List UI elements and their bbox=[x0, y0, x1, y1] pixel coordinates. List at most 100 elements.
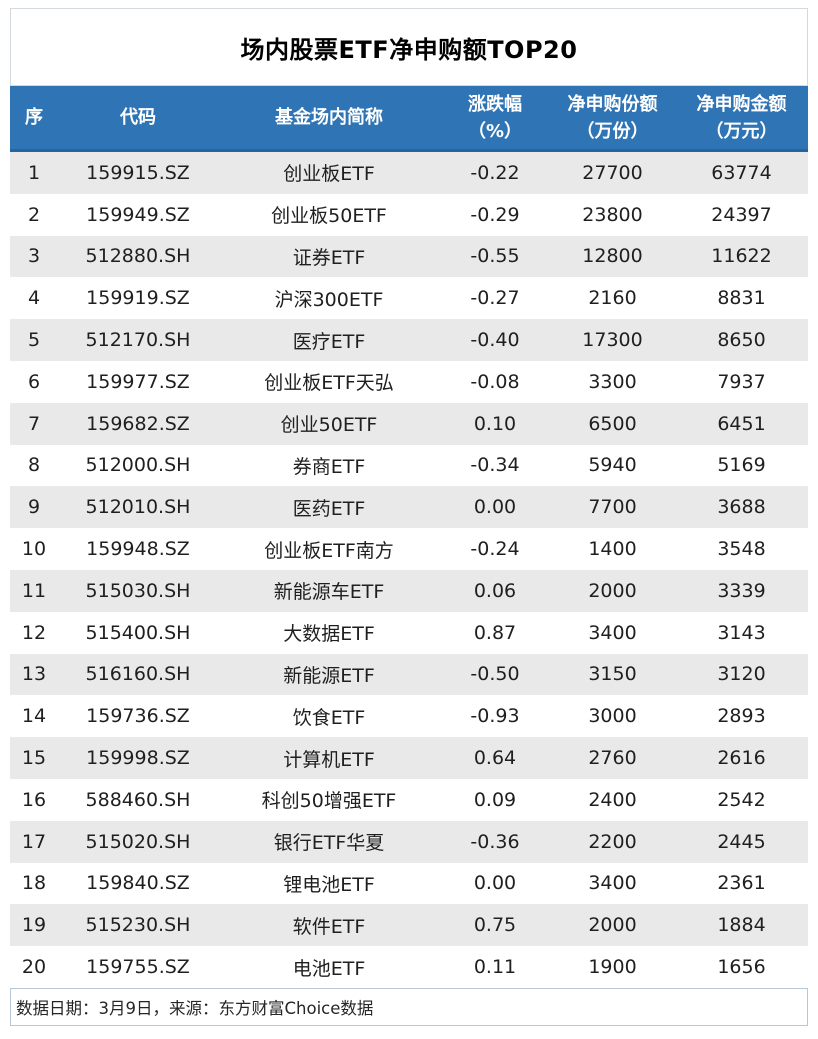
cell-net-shares: 3150 bbox=[588, 663, 637, 686]
table-row: 14 159736.SZ 饮食ETF -0.93 3000 2893 bbox=[10, 695, 808, 738]
data-source-note: 数据日期：3月9日，来源：东方财富Choice数据 bbox=[16, 998, 374, 1018]
cell-rank: 6 bbox=[27, 370, 41, 393]
cell-rank: 13 bbox=[21, 663, 47, 686]
cell-change-pct: -0.40 bbox=[470, 329, 520, 352]
cell-fund-name: 医疗ETF bbox=[292, 330, 366, 353]
column-header-code: 代码 bbox=[58, 86, 218, 149]
cell-net-shares: 3300 bbox=[588, 370, 637, 393]
cell-rank: 5 bbox=[27, 329, 41, 352]
cell-net-shares: 5940 bbox=[588, 454, 637, 477]
column-header-unit: （%） bbox=[467, 120, 523, 142]
cell-rank: 10 bbox=[21, 538, 47, 561]
cell-change-pct: -0.93 bbox=[470, 705, 520, 728]
cell-code: 512880.SH bbox=[85, 245, 191, 268]
column-header-change-pct: 涨跌幅 （%） bbox=[440, 86, 550, 149]
table-container: 场内股票ETF净申购额TOP20 序 代码 基金场内简称 涨跌幅 （%） 净申购… bbox=[10, 8, 808, 1026]
cell-net-shares: 2200 bbox=[588, 830, 637, 853]
cell-code: 159915.SZ bbox=[86, 161, 190, 184]
cell-rank: 9 bbox=[27, 496, 41, 519]
cell-fund-name: 沪深300ETF bbox=[274, 288, 384, 311]
column-header-label: 序 bbox=[25, 107, 43, 128]
cell-net-amount: 1884 bbox=[717, 914, 766, 937]
cell-change-pct: -0.27 bbox=[470, 287, 520, 310]
cell-net-shares: 2760 bbox=[588, 747, 637, 770]
page-title: 场内股票ETF净申购额TOP20 bbox=[240, 35, 578, 64]
table-row: 6 159977.SZ 创业板ETF天弘 -0.08 3300 7937 bbox=[10, 360, 808, 403]
cell-net-shares: 2400 bbox=[588, 788, 637, 811]
cell-rank: 15 bbox=[21, 747, 47, 770]
column-header-net-amount: 净申购金额 （万元） bbox=[675, 86, 808, 149]
cell-change-pct: -0.50 bbox=[470, 663, 520, 686]
cell-net-shares: 2000 bbox=[588, 579, 637, 602]
cell-fund-name: 锂电池ETF bbox=[283, 873, 375, 896]
cell-net-shares: 23800 bbox=[582, 203, 643, 226]
footer-box: 数据日期：3月9日，来源：东方财富Choice数据 bbox=[10, 987, 808, 1026]
column-header-label: 代码 bbox=[120, 107, 156, 128]
column-header-rank: 序 bbox=[10, 86, 58, 149]
cell-fund-name: 创业板ETF天弘 bbox=[264, 372, 394, 395]
cell-fund-name: 新能源车ETF bbox=[273, 581, 385, 604]
table-row: 9 512010.SH 医药ETF 0.00 7700 3688 bbox=[10, 486, 808, 529]
cell-code: 159755.SZ bbox=[86, 956, 190, 979]
cell-rank: 8 bbox=[27, 454, 41, 477]
cell-rank: 1 bbox=[27, 161, 41, 184]
cell-net-amount: 3548 bbox=[717, 538, 766, 561]
cell-fund-name: 计算机ETF bbox=[283, 748, 375, 771]
column-header-net-shares: 净申购份额 （万份） bbox=[550, 86, 675, 149]
table-row: 7 159682.SZ 创业50ETF 0.10 6500 6451 bbox=[10, 402, 808, 445]
table-row: 18 159840.SZ 锂电池ETF 0.00 3400 2361 bbox=[10, 862, 808, 905]
cell-net-amount: 63774 bbox=[711, 161, 772, 184]
cell-rank: 7 bbox=[27, 412, 41, 435]
cell-fund-name: 创业板50ETF bbox=[271, 205, 387, 228]
cell-code: 159682.SZ bbox=[86, 412, 190, 435]
cell-net-amount: 2616 bbox=[717, 747, 766, 770]
column-header-label: 净申购份额 bbox=[567, 93, 658, 115]
cell-code: 159977.SZ bbox=[86, 370, 190, 393]
cell-net-amount: 6451 bbox=[717, 412, 766, 435]
cell-net-shares: 1400 bbox=[588, 538, 637, 561]
cell-net-shares: 12800 bbox=[582, 245, 643, 268]
cell-net-shares: 2160 bbox=[588, 287, 637, 310]
cell-net-amount: 8650 bbox=[717, 329, 766, 352]
cell-change-pct: 0.64 bbox=[473, 747, 517, 770]
column-header-fund-name: 基金场内简称 bbox=[218, 86, 440, 149]
cell-rank: 17 bbox=[21, 830, 47, 853]
cell-change-pct: 0.06 bbox=[473, 579, 517, 602]
cell-change-pct: -0.08 bbox=[470, 370, 520, 393]
cell-rank: 3 bbox=[27, 245, 41, 268]
cell-net-shares: 17300 bbox=[582, 329, 643, 352]
cell-code: 515230.SH bbox=[85, 914, 191, 937]
cell-rank: 18 bbox=[21, 872, 47, 895]
cell-fund-name: 新能源ETF bbox=[283, 664, 375, 687]
cell-net-amount: 3339 bbox=[717, 579, 766, 602]
cell-net-amount: 3143 bbox=[717, 621, 766, 644]
cell-fund-name: 科创50增强ETF bbox=[261, 790, 397, 813]
cell-change-pct: -0.34 bbox=[470, 454, 520, 477]
cell-rank: 14 bbox=[21, 705, 47, 728]
table-row: 4 159919.SZ 沪深300ETF -0.27 2160 8831 bbox=[10, 277, 808, 320]
table-row: 19 515230.SH 软件ETF 0.75 2000 1884 bbox=[10, 904, 808, 947]
cell-code: 159919.SZ bbox=[86, 287, 190, 310]
cell-change-pct: -0.36 bbox=[470, 830, 520, 853]
cell-code: 159998.SZ bbox=[86, 747, 190, 770]
cell-rank: 20 bbox=[21, 956, 47, 979]
cell-fund-name: 券商ETF bbox=[292, 455, 366, 478]
cell-change-pct: 0.00 bbox=[473, 872, 517, 895]
cell-code: 516160.SH bbox=[85, 663, 191, 686]
cell-code: 159840.SZ bbox=[86, 872, 190, 895]
cell-fund-name: 大数据ETF bbox=[283, 623, 375, 646]
cell-net-amount: 2361 bbox=[717, 872, 766, 895]
column-header-label: 涨跌幅 bbox=[468, 93, 522, 115]
cell-net-shares: 2000 bbox=[588, 914, 637, 937]
cell-net-shares: 3400 bbox=[588, 621, 637, 644]
cell-change-pct: -0.22 bbox=[470, 161, 520, 184]
cell-net-amount: 1656 bbox=[717, 956, 766, 979]
cell-rank: 19 bbox=[21, 914, 47, 937]
cell-change-pct: 0.87 bbox=[473, 621, 517, 644]
cell-fund-name: 软件ETF bbox=[292, 915, 366, 938]
title-box: 场内股票ETF净申购额TOP20 bbox=[10, 8, 808, 86]
cell-code: 159736.SZ bbox=[86, 705, 190, 728]
column-header-label: 净申购金额 bbox=[696, 93, 787, 115]
table-row: 3 512880.SH 证券ETF -0.55 12800 11622 bbox=[10, 235, 808, 278]
table-body: 1 159915.SZ 创业板ETF -0.22 27700 63774 2 1… bbox=[10, 152, 808, 988]
